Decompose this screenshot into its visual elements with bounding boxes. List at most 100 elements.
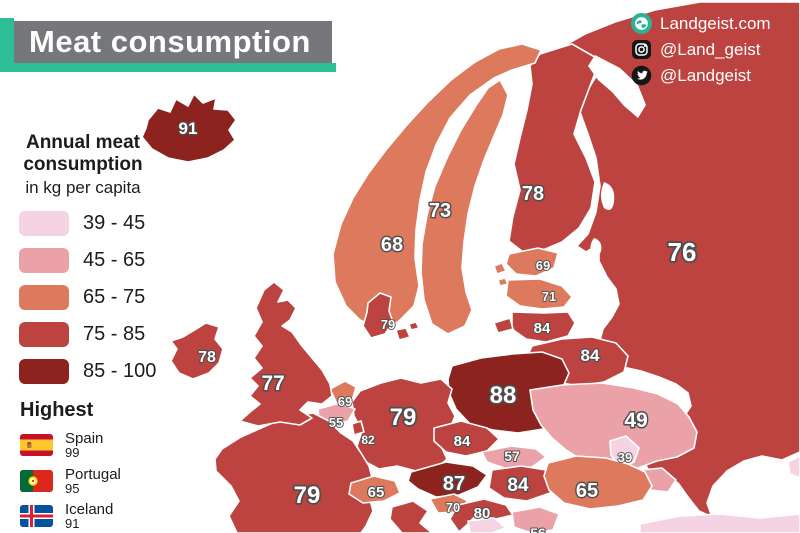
legend-swatch — [19, 285, 69, 311]
country-italy — [389, 500, 433, 533]
instagram-icon — [631, 39, 652, 60]
country-russia — [559, 1, 800, 518]
highest-country-value: 91 — [65, 516, 80, 532]
country-romania — [543, 455, 653, 510]
value-label-serbia: 56 — [530, 525, 546, 533]
highest-country-value: 95 — [65, 480, 80, 496]
highest-country-name: Portugal — [65, 465, 121, 483]
value-label-sweden: 73 — [429, 200, 451, 222]
country-ukraine — [529, 382, 698, 469]
value-label-austria: 87 — [443, 473, 465, 495]
value-label-hungary: 84 — [507, 475, 529, 496]
website-link[interactable]: Landgeist.com — [631, 13, 771, 34]
legend-heading: Annual meat consumption — [23, 132, 143, 176]
value-label-poland: 88 — [490, 382, 517, 409]
country-serbia — [511, 506, 560, 533]
legend-range-label: 85 - 100 — [83, 360, 157, 383]
value-label-uk: 77 — [261, 372, 284, 395]
highest-panel: Highest Spain 99 — [20, 399, 121, 533]
highest-entry-spain: Spain 99 — [20, 431, 121, 460]
highest-country-value: 99 — [65, 445, 80, 461]
country-iceland — [141, 93, 237, 163]
sea-overlay-2 — [590, 238, 602, 257]
country-denmark — [362, 292, 420, 341]
country-switzerland — [348, 475, 401, 504]
page-title: Meat consumption — [29, 24, 311, 59]
legend-swatch — [19, 322, 69, 348]
globe-icon — [631, 13, 652, 34]
website-label: Landgeist.com — [660, 13, 771, 33]
value-label-ukraine: 49 — [624, 409, 647, 432]
legend-range-label: 75 - 85 — [83, 323, 146, 346]
instagram-label: @Land_geist — [660, 39, 761, 59]
country-germany — [351, 377, 456, 472]
value-label-slovakia: 57 — [504, 448, 520, 464]
legend-range-39-45: 39 - 45 — [19, 211, 166, 237]
country-croatia — [449, 498, 514, 533]
highest-entry-iceland: Iceland 91 — [20, 502, 121, 531]
title-accent-underline — [14, 63, 336, 72]
value-label-belarus: 84 — [581, 346, 600, 365]
value-label-czechia: 84 — [454, 433, 471, 450]
twitter-label: @Landgeist — [660, 65, 751, 85]
country-norway — [332, 43, 542, 329]
legend-range-label: 45 - 65 — [83, 249, 146, 272]
legend-range-label: 65 - 75 — [83, 286, 146, 309]
twitter-icon — [631, 65, 652, 86]
country-georgia — [787, 455, 800, 479]
country-hungary — [488, 465, 560, 502]
country-austria — [407, 461, 488, 498]
legend-swatch — [19, 359, 69, 385]
country-turkey — [639, 513, 800, 533]
sea-overlay-0 — [588, 55, 646, 118]
title-accent-block — [0, 18, 14, 72]
country-bosnia — [467, 517, 507, 533]
legend-swatch — [19, 248, 69, 274]
value-label-latvia: 71 — [542, 289, 556, 304]
value-label-belgium: 55 — [329, 415, 343, 430]
country-slovakia — [481, 445, 547, 470]
value-label-estonia: 69 — [536, 258, 550, 273]
country-finland — [508, 43, 601, 253]
legend-swatch — [19, 211, 69, 237]
value-label-finland: 78 — [522, 183, 544, 205]
country-moldova — [609, 435, 640, 469]
value-label-norway: 68 — [381, 234, 403, 256]
highest-country-name: Spain — [65, 430, 104, 447]
social-links: Landgeist.com @Land_geist @Landgeist — [631, 13, 771, 86]
country-luxembourg — [351, 420, 365, 436]
value-label-denmark: 79 — [381, 317, 395, 332]
spain-flag — [20, 434, 53, 457]
value-label-ireland: 78 — [198, 349, 216, 366]
value-label-switzerland: 65 — [368, 484, 385, 501]
legend: Annual meat consumption in kg per capita… — [0, 132, 166, 396]
value-label-croatia: 80 — [474, 505, 491, 522]
instagram-link[interactable]: @Land_geist — [631, 39, 771, 60]
value-label-luxembourg: 82 — [361, 433, 375, 447]
value-label-germany: 79 — [390, 404, 417, 431]
value-label-iceland: 91 — [179, 119, 198, 138]
value-label-netherlands: 69 — [338, 394, 352, 409]
highest-heading: Highest — [20, 399, 94, 421]
country-sweden — [420, 79, 509, 335]
iceland-flag — [20, 505, 53, 528]
portugal-flag — [20, 469, 53, 492]
legend-range-65-75: 65 - 75 — [19, 285, 166, 311]
legend-range-85-100: 85 - 100 — [19, 359, 166, 385]
legend-ranges: 39 - 45 45 - 65 65 - 75 75 - 85 85 - 100 — [19, 211, 166, 385]
value-label-lithuania: 84 — [534, 320, 551, 337]
country-lithuania — [511, 311, 576, 343]
sea-overlay-1 — [601, 182, 615, 210]
value-label-slovenia: 70 — [446, 500, 460, 515]
legend-range-75-85: 75 - 85 — [19, 322, 166, 348]
legend-range-45-65: 45 - 65 — [19, 248, 166, 274]
twitter-link[interactable]: @Landgeist — [631, 65, 771, 86]
legend-subheading: in kg per capita — [25, 178, 141, 198]
highest-country-name: Iceland — [65, 501, 114, 519]
value-label-russia: 76 — [668, 237, 697, 267]
highest-entry-portugal: Portugal 95 — [20, 465, 121, 496]
country-kaliningrad — [493, 317, 514, 334]
title-bar: Meat consumption — [14, 21, 332, 63]
legend-range-label: 39 - 45 — [83, 212, 146, 235]
